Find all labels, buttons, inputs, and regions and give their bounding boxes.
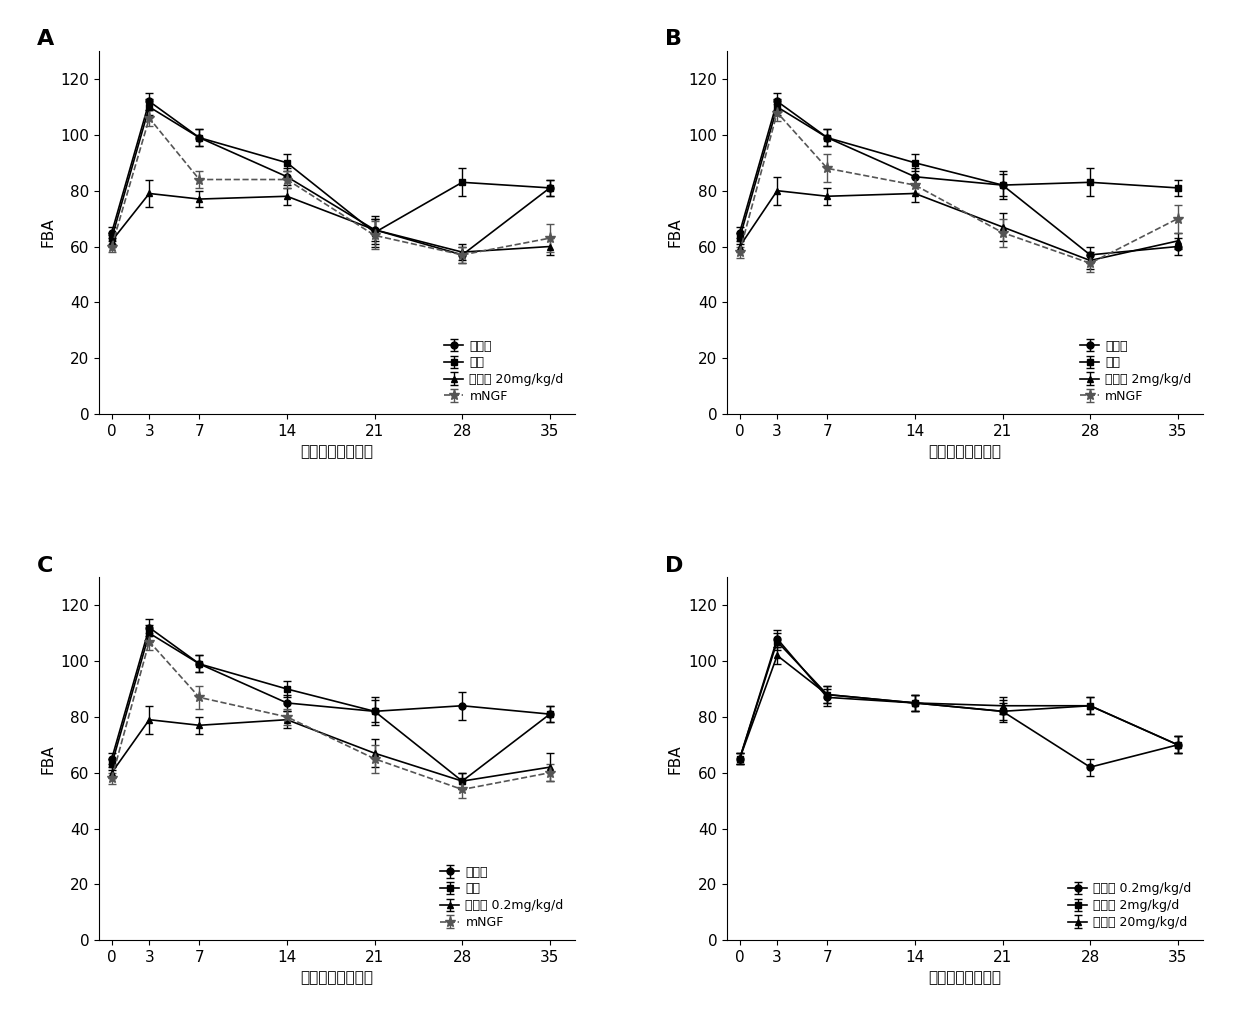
- X-axis label: 损伤后时间（天）: 损伤后时间（天）: [300, 445, 373, 459]
- Text: A: A: [37, 30, 55, 49]
- Text: C: C: [37, 556, 53, 575]
- X-axis label: 损伤后时间（天）: 损伤后时间（天）: [300, 971, 373, 985]
- Y-axis label: FBA: FBA: [668, 218, 683, 247]
- Legend: 槲皮素 0.2mg/kg/d, 槲皮素 2mg/kg/d, 槲皮素 20mg/kg/d: 槲皮素 0.2mg/kg/d, 槲皮素 2mg/kg/d, 槲皮素 20mg/k…: [1064, 878, 1197, 934]
- X-axis label: 损伤后时间（天）: 损伤后时间（天）: [929, 445, 1002, 459]
- X-axis label: 损伤后时间（天）: 损伤后时间（天）: [929, 971, 1002, 985]
- Text: B: B: [666, 30, 682, 49]
- Y-axis label: FBA: FBA: [668, 744, 683, 774]
- Legend: 假手术, 模型, 槲皮素 2mg/kg/d, mNGF: 假手术, 模型, 槲皮素 2mg/kg/d, mNGF: [1075, 334, 1197, 408]
- Legend: 假手术, 模型, 槲皮素 20mg/kg/d, mNGF: 假手术, 模型, 槲皮素 20mg/kg/d, mNGF: [439, 334, 569, 408]
- Y-axis label: FBA: FBA: [40, 744, 55, 774]
- Y-axis label: FBA: FBA: [40, 218, 55, 247]
- Text: D: D: [666, 556, 683, 575]
- Legend: 假手术, 模型, 槲皮素 0.2mg/kg/d, mNGF: 假手术, 模型, 槲皮素 0.2mg/kg/d, mNGF: [435, 861, 569, 934]
